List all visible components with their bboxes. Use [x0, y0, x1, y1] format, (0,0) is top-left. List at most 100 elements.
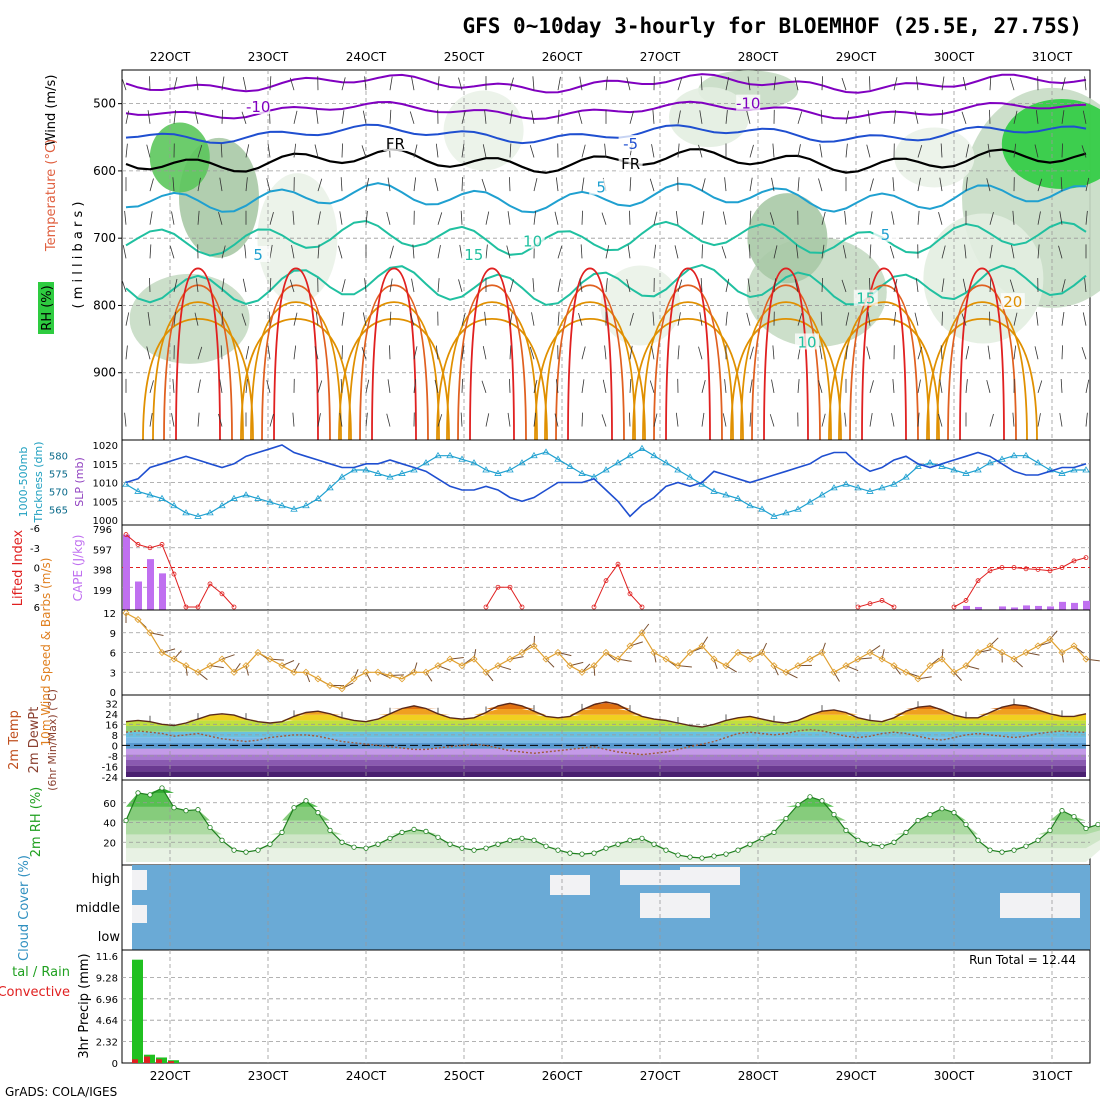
isotherm-line	[125, 219, 1087, 257]
rh-point	[927, 811, 933, 818]
wind-barb	[413, 177, 417, 192]
wind-barb	[434, 379, 439, 393]
cloud-gap	[680, 867, 740, 885]
thickness-point	[410, 466, 418, 473]
wind-barb	[484, 311, 487, 326]
cloud-gap	[560, 880, 580, 888]
wind-barb	[437, 212, 443, 225]
cape-bar	[1047, 606, 1054, 610]
wind-barb	[482, 144, 487, 158]
wind-barb	[578, 312, 583, 326]
precip-tick-label: 9.28	[96, 973, 118, 984]
contour-label: 15	[856, 290, 875, 308]
cape-bar	[159, 573, 166, 610]
wind-barb	[629, 177, 632, 192]
wind-speed-point	[602, 648, 610, 657]
wind-barb	[413, 662, 418, 673]
rh-point	[279, 829, 285, 835]
wind-barb	[1061, 311, 1065, 326]
wind-barb	[555, 379, 559, 393]
wind-speed-point	[914, 675, 922, 683]
date-tick-top: 26OCT	[542, 50, 583, 64]
wind-speed-point	[326, 681, 334, 689]
thickness-point	[194, 512, 202, 519]
wind-barb	[989, 413, 994, 427]
date-tick-bottom: 29OCT	[836, 1069, 877, 1083]
cloud-gap	[620, 870, 680, 885]
wind-barb	[125, 345, 128, 360]
wind-barb	[653, 413, 658, 427]
warm-contour	[642, 301, 734, 441]
wind-barb	[460, 412, 463, 427]
rh-point	[675, 852, 681, 858]
wind-speed-point	[734, 648, 742, 657]
rh-shading	[149, 122, 210, 193]
wind-barb	[221, 311, 223, 326]
thickness-point	[962, 469, 970, 476]
wind-barb	[557, 109, 560, 124]
wind-barb	[938, 212, 943, 225]
wind-barb	[122, 245, 127, 259]
wind-barb	[713, 658, 718, 669]
cloud-gap	[640, 893, 710, 918]
wind-barb	[771, 177, 775, 192]
wind-barb	[749, 210, 752, 225]
lifted-index-point	[1035, 567, 1041, 572]
upper-air-panel: -10 -10 -5 FR FR 5 5 5 10 10 15 15 20 500 600 700 800 900…	[38, 69, 1100, 441]
wind-barb	[293, 312, 298, 326]
contour-label: FR	[386, 135, 405, 153]
wind-barb	[245, 144, 250, 158]
contour-label-bg	[1000, 293, 1025, 310]
wind-speed-point	[830, 668, 838, 676]
wind-barb	[821, 76, 823, 91]
wind-barb	[651, 345, 655, 360]
wind-barb	[844, 210, 847, 225]
wind-tick-label: 12	[103, 609, 116, 620]
thickness-point	[398, 469, 406, 476]
wind-barb	[435, 345, 439, 360]
contour-label: -5	[623, 135, 638, 153]
wind-axis-title: 10m Wind Speed & Barbs (m/s)	[39, 558, 53, 747]
wind-barb	[941, 245, 946, 259]
wind-barb	[195, 278, 199, 293]
cape-tick-label: 796	[93, 525, 112, 536]
thickness-point	[134, 487, 142, 494]
rh-point	[747, 841, 753, 847]
precip-tick-label: 11.6	[96, 952, 118, 963]
precip-tick-label: 0	[112, 1059, 118, 1070]
precip-convective-bar	[144, 1056, 150, 1063]
wind-barb	[409, 313, 415, 326]
slp-tick-label: 1020	[93, 441, 118, 452]
wind-barb	[386, 211, 391, 225]
thickness-point	[614, 459, 622, 466]
thickness-point	[302, 501, 310, 509]
wind-barb	[509, 77, 514, 91]
rh-point	[375, 841, 381, 847]
rh-point	[483, 845, 489, 851]
wind-barb	[197, 177, 201, 192]
date-tick-bottom: 31OCT	[1032, 1069, 1073, 1083]
wind-barb	[627, 244, 631, 259]
wind-barb	[845, 345, 848, 360]
wind-barb	[1058, 245, 1063, 259]
thickness-point	[506, 466, 514, 473]
thickness-point	[710, 487, 718, 494]
rh-point	[855, 837, 861, 843]
rh-axis-title: RH (%)	[40, 285, 55, 330]
lifted-index-point	[879, 598, 885, 603]
cloud-gap	[1000, 893, 1080, 918]
wind-speed-point	[434, 662, 442, 670]
wind-barb	[746, 110, 751, 124]
wind-barb	[818, 380, 823, 394]
lifted-index-point	[951, 604, 957, 610]
cape-bar	[975, 606, 982, 610]
wind-barb	[509, 143, 512, 158]
thickness-point	[518, 459, 526, 466]
wind-barb	[461, 378, 463, 393]
thickness-point	[758, 505, 766, 512]
rh-point	[399, 829, 405, 835]
wind-barb	[653, 211, 658, 225]
wind-speed-point	[842, 662, 850, 670]
thickness-point	[950, 466, 958, 473]
wind-barb	[629, 210, 631, 225]
